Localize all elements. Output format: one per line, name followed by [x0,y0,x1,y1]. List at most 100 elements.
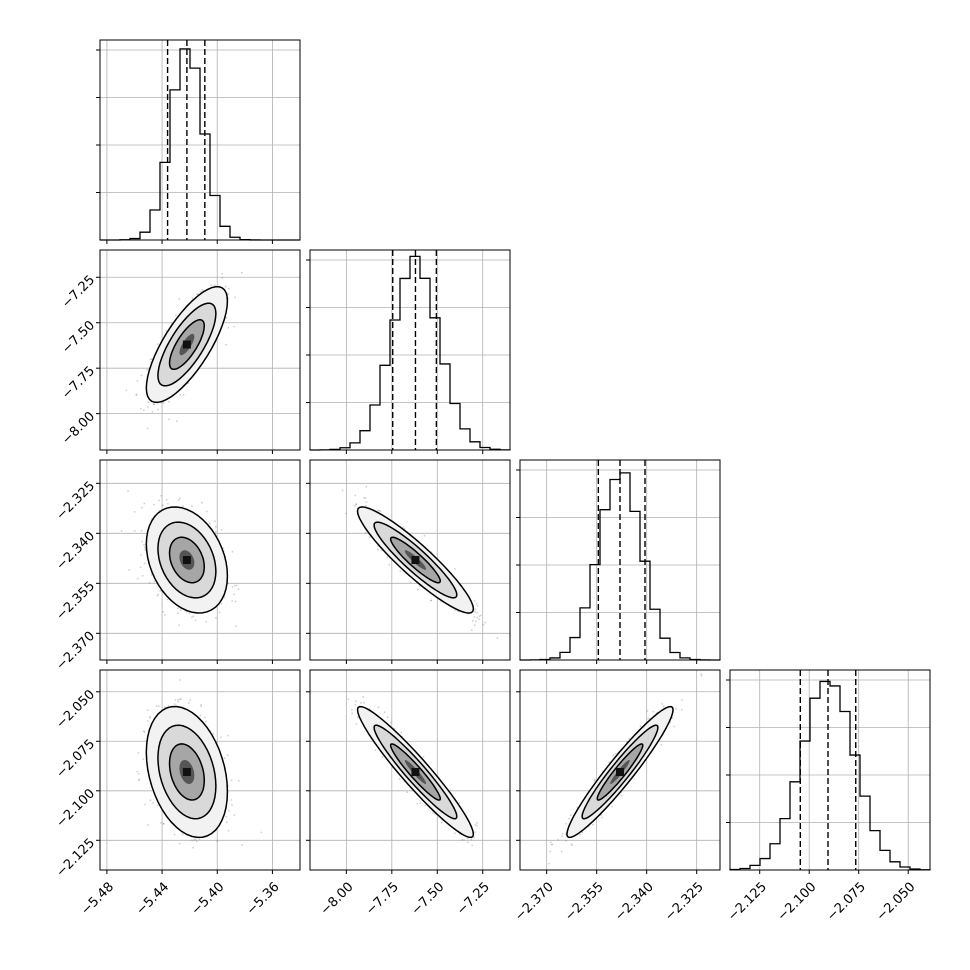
sample-point [363,496,365,499]
sample-point [233,814,236,816]
sample-point [181,505,184,508]
sample-point [473,616,476,618]
sample-point [168,400,170,403]
sample-point [141,540,144,543]
scatter-panel-3-1 [306,669,511,874]
sample-point [461,839,464,841]
sample-point [165,498,168,501]
sample-point [231,804,233,806]
sample-point [205,620,208,623]
sample-point [173,833,176,836]
sample-point [201,501,203,504]
sample-point [125,389,128,392]
sample-point [234,600,237,603]
sample-point [472,619,474,622]
sample-point [476,825,478,827]
sample-point [231,586,234,588]
sample-point [215,617,217,619]
sample-point [149,358,152,361]
hist-panel-3 [726,669,931,874]
sample-point [227,287,230,290]
sample-point [475,602,478,605]
sample-point [148,582,151,584]
sample-point [162,504,164,507]
sample-point [191,616,193,619]
sample-point [227,829,230,832]
sample-point [162,402,165,404]
sample-point [152,802,154,804]
sample-point [176,612,179,615]
sample-point [237,779,240,782]
sample-point [463,839,465,841]
sample-point [143,502,146,505]
contour-line [145,286,229,404]
sample-point [406,791,408,793]
sample-point [147,401,150,403]
contour-line [157,302,217,387]
sample-point [225,343,227,346]
sample-point [419,802,422,804]
sample-point [353,504,356,507]
sample-point [388,563,391,566]
sample-point [399,570,402,573]
sample-point [423,534,426,537]
sample-point [356,716,359,719]
sample-point [230,799,233,801]
sample-point [476,611,478,614]
sample-point [700,673,702,675]
sample-point [153,580,156,583]
sample-point [368,536,371,539]
sample-point [204,716,206,719]
sample-point [467,841,469,844]
sample-point [141,506,143,509]
sample-point [215,525,217,528]
contour-line [168,319,206,371]
sample-point [192,846,194,849]
sample-point [221,277,224,279]
sample-point [470,629,473,632]
sample-point [260,831,263,834]
sample-point [189,699,192,702]
sample-point [178,679,181,681]
sample-point [194,619,197,622]
sample-point [191,839,194,842]
sample-point [226,754,229,757]
sample-point [377,706,380,709]
sample-point [383,711,386,714]
sample-point [381,756,384,758]
panel-frame [99,249,301,451]
sample-point [496,637,499,639]
sample-point [151,411,154,413]
sample-point [153,403,155,406]
sample-point [138,772,140,775]
sample-point [146,427,149,430]
sample-point [219,736,222,739]
sample-point [163,614,166,616]
sample-point [143,562,146,565]
sample-point [138,779,140,782]
sample-point [156,804,159,807]
sample-point [355,723,358,725]
histogram-step [99,48,300,241]
sample-point [133,530,136,532]
sample-point [149,715,151,718]
sample-point [476,604,479,607]
sample-point [179,394,182,396]
sample-point [225,815,228,818]
sample-point [144,546,146,549]
sample-point [177,698,179,701]
sample-point [466,837,469,840]
sample-point [471,844,474,847]
sample-point [179,698,181,701]
sample-point [144,803,146,806]
sample-point [127,490,129,493]
hist-panel-2 [516,459,721,664]
sample-point [139,566,142,569]
sample-point [474,608,476,611]
sample-point [416,588,419,591]
sample-point [140,374,143,377]
sample-point [176,420,178,423]
sample-point [140,529,143,532]
sample-point [137,752,140,754]
